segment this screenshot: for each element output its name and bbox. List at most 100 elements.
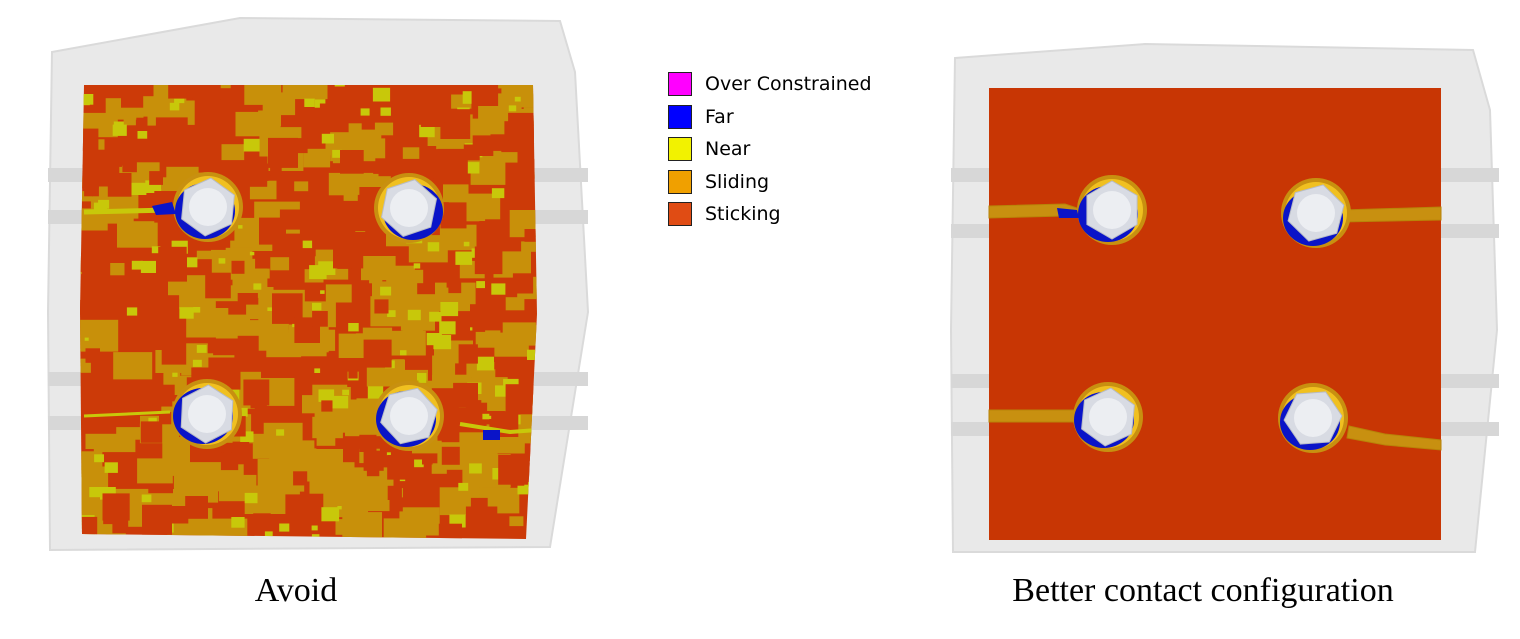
- legend-swatch: [668, 137, 692, 162]
- sticking-patch: [192, 85, 221, 100]
- near-patch: [469, 463, 482, 474]
- near-patch: [244, 492, 258, 504]
- sticking-patch: [161, 256, 187, 282]
- sticking-patch: [237, 335, 259, 357]
- near-patch: [417, 373, 427, 381]
- sliding-patch: [303, 148, 331, 168]
- legend-label: Sticking: [705, 203, 781, 226]
- sticking-patch: [441, 446, 460, 465]
- near-patch: [236, 407, 248, 417]
- sliding-patch: [325, 284, 352, 303]
- near-patch: [302, 240, 313, 249]
- legend-item-sticking: Sticking: [668, 198, 872, 231]
- sticking-patch: [363, 450, 384, 471]
- sliding-patch: [136, 96, 166, 117]
- sticking-patch: [346, 85, 359, 93]
- sticking-patch: [422, 453, 433, 465]
- legend-label: Far: [705, 105, 734, 128]
- sticking-patch: [80, 128, 99, 151]
- bolt-shank: [1093, 191, 1131, 229]
- sliding-patch: [294, 181, 309, 192]
- bolt-far-tail: [483, 430, 500, 440]
- near-patch: [184, 257, 198, 268]
- sliding-patch: [286, 85, 303, 89]
- near-patch: [372, 87, 391, 102]
- sliding-patch: [505, 297, 525, 311]
- sticking-patch: [293, 471, 308, 486]
- near-patch: [137, 131, 148, 139]
- near-patch: [218, 258, 226, 264]
- near-patch: [112, 124, 127, 136]
- sticking-patch: [102, 493, 130, 521]
- bolt-shank: [1294, 399, 1332, 437]
- sliding-channels: [988, 203, 1442, 451]
- sliding-patch: [383, 518, 427, 539]
- sliding-patch: [355, 407, 374, 421]
- near-patch: [279, 523, 290, 532]
- near-patch: [380, 286, 392, 296]
- near-patch: [342, 389, 349, 396]
- near-patch: [249, 251, 255, 256]
- near-patch: [94, 454, 104, 463]
- sticking-patch: [472, 319, 486, 332]
- sticking-patch: [149, 171, 163, 185]
- near-patch: [458, 482, 469, 491]
- legend-swatch: [668, 202, 692, 227]
- near-patch: [98, 199, 110, 209]
- near-patch: [113, 121, 124, 130]
- near-patch: [172, 372, 178, 377]
- sliding-patch: [107, 263, 125, 276]
- near-patch: [419, 124, 435, 138]
- sticking-patch: [270, 164, 282, 176]
- bolt-far-tail: [1057, 208, 1079, 218]
- bolt: [152, 172, 243, 242]
- near-patch: [491, 283, 506, 295]
- near-patch: [429, 311, 442, 322]
- near-patch: [360, 108, 370, 116]
- sliding-patch: [269, 448, 317, 482]
- sticking-patch: [140, 421, 163, 443]
- near-patch: [314, 99, 326, 108]
- sticking-patch: [84, 181, 99, 197]
- legend-item-near: Near: [668, 133, 872, 166]
- sliding-patch: [509, 516, 524, 527]
- near-patch: [240, 431, 254, 442]
- near-patch: [304, 98, 315, 107]
- near-patch: [318, 389, 335, 402]
- sticking-patch: [312, 311, 328, 327]
- near-patch: [318, 261, 336, 275]
- sticking-patch: [433, 165, 447, 179]
- sliding-patch: [246, 304, 267, 320]
- sticking-patch: [268, 137, 298, 168]
- near-patch: [413, 263, 421, 269]
- sliding-patch: [237, 217, 263, 237]
- near-patch: [126, 307, 138, 316]
- sticking-patch: [83, 401, 117, 434]
- sticking-patch: [259, 217, 286, 245]
- near-patch: [440, 302, 459, 317]
- bolt-shank: [189, 188, 227, 226]
- bolt: [1281, 178, 1351, 248]
- sticking-patch: [243, 379, 270, 406]
- near-trace: [83, 410, 171, 418]
- sticking-patch: [253, 513, 271, 531]
- sticking-patch: [479, 221, 498, 240]
- sticking-patch: [205, 109, 221, 126]
- sticking-patch: [127, 271, 138, 283]
- bolt: [374, 381, 500, 451]
- sticking-patch: [441, 430, 452, 441]
- sliding-patch: [263, 422, 303, 451]
- sticking-patch: [231, 260, 245, 274]
- bolt: [1057, 175, 1147, 245]
- sliding-patch: [80, 319, 119, 352]
- sticking-patch: [458, 344, 478, 364]
- sticking-patch: [453, 382, 478, 408]
- legend-label: Sliding: [705, 170, 770, 193]
- sliding-patch: [386, 265, 415, 286]
- near-patch: [314, 368, 321, 373]
- sliding-patch: [163, 372, 181, 385]
- sticking-patch: [463, 144, 480, 161]
- sticking-patch: [524, 229, 537, 242]
- sliding-patch: [529, 325, 537, 337]
- sliding-patch: [475, 330, 501, 348]
